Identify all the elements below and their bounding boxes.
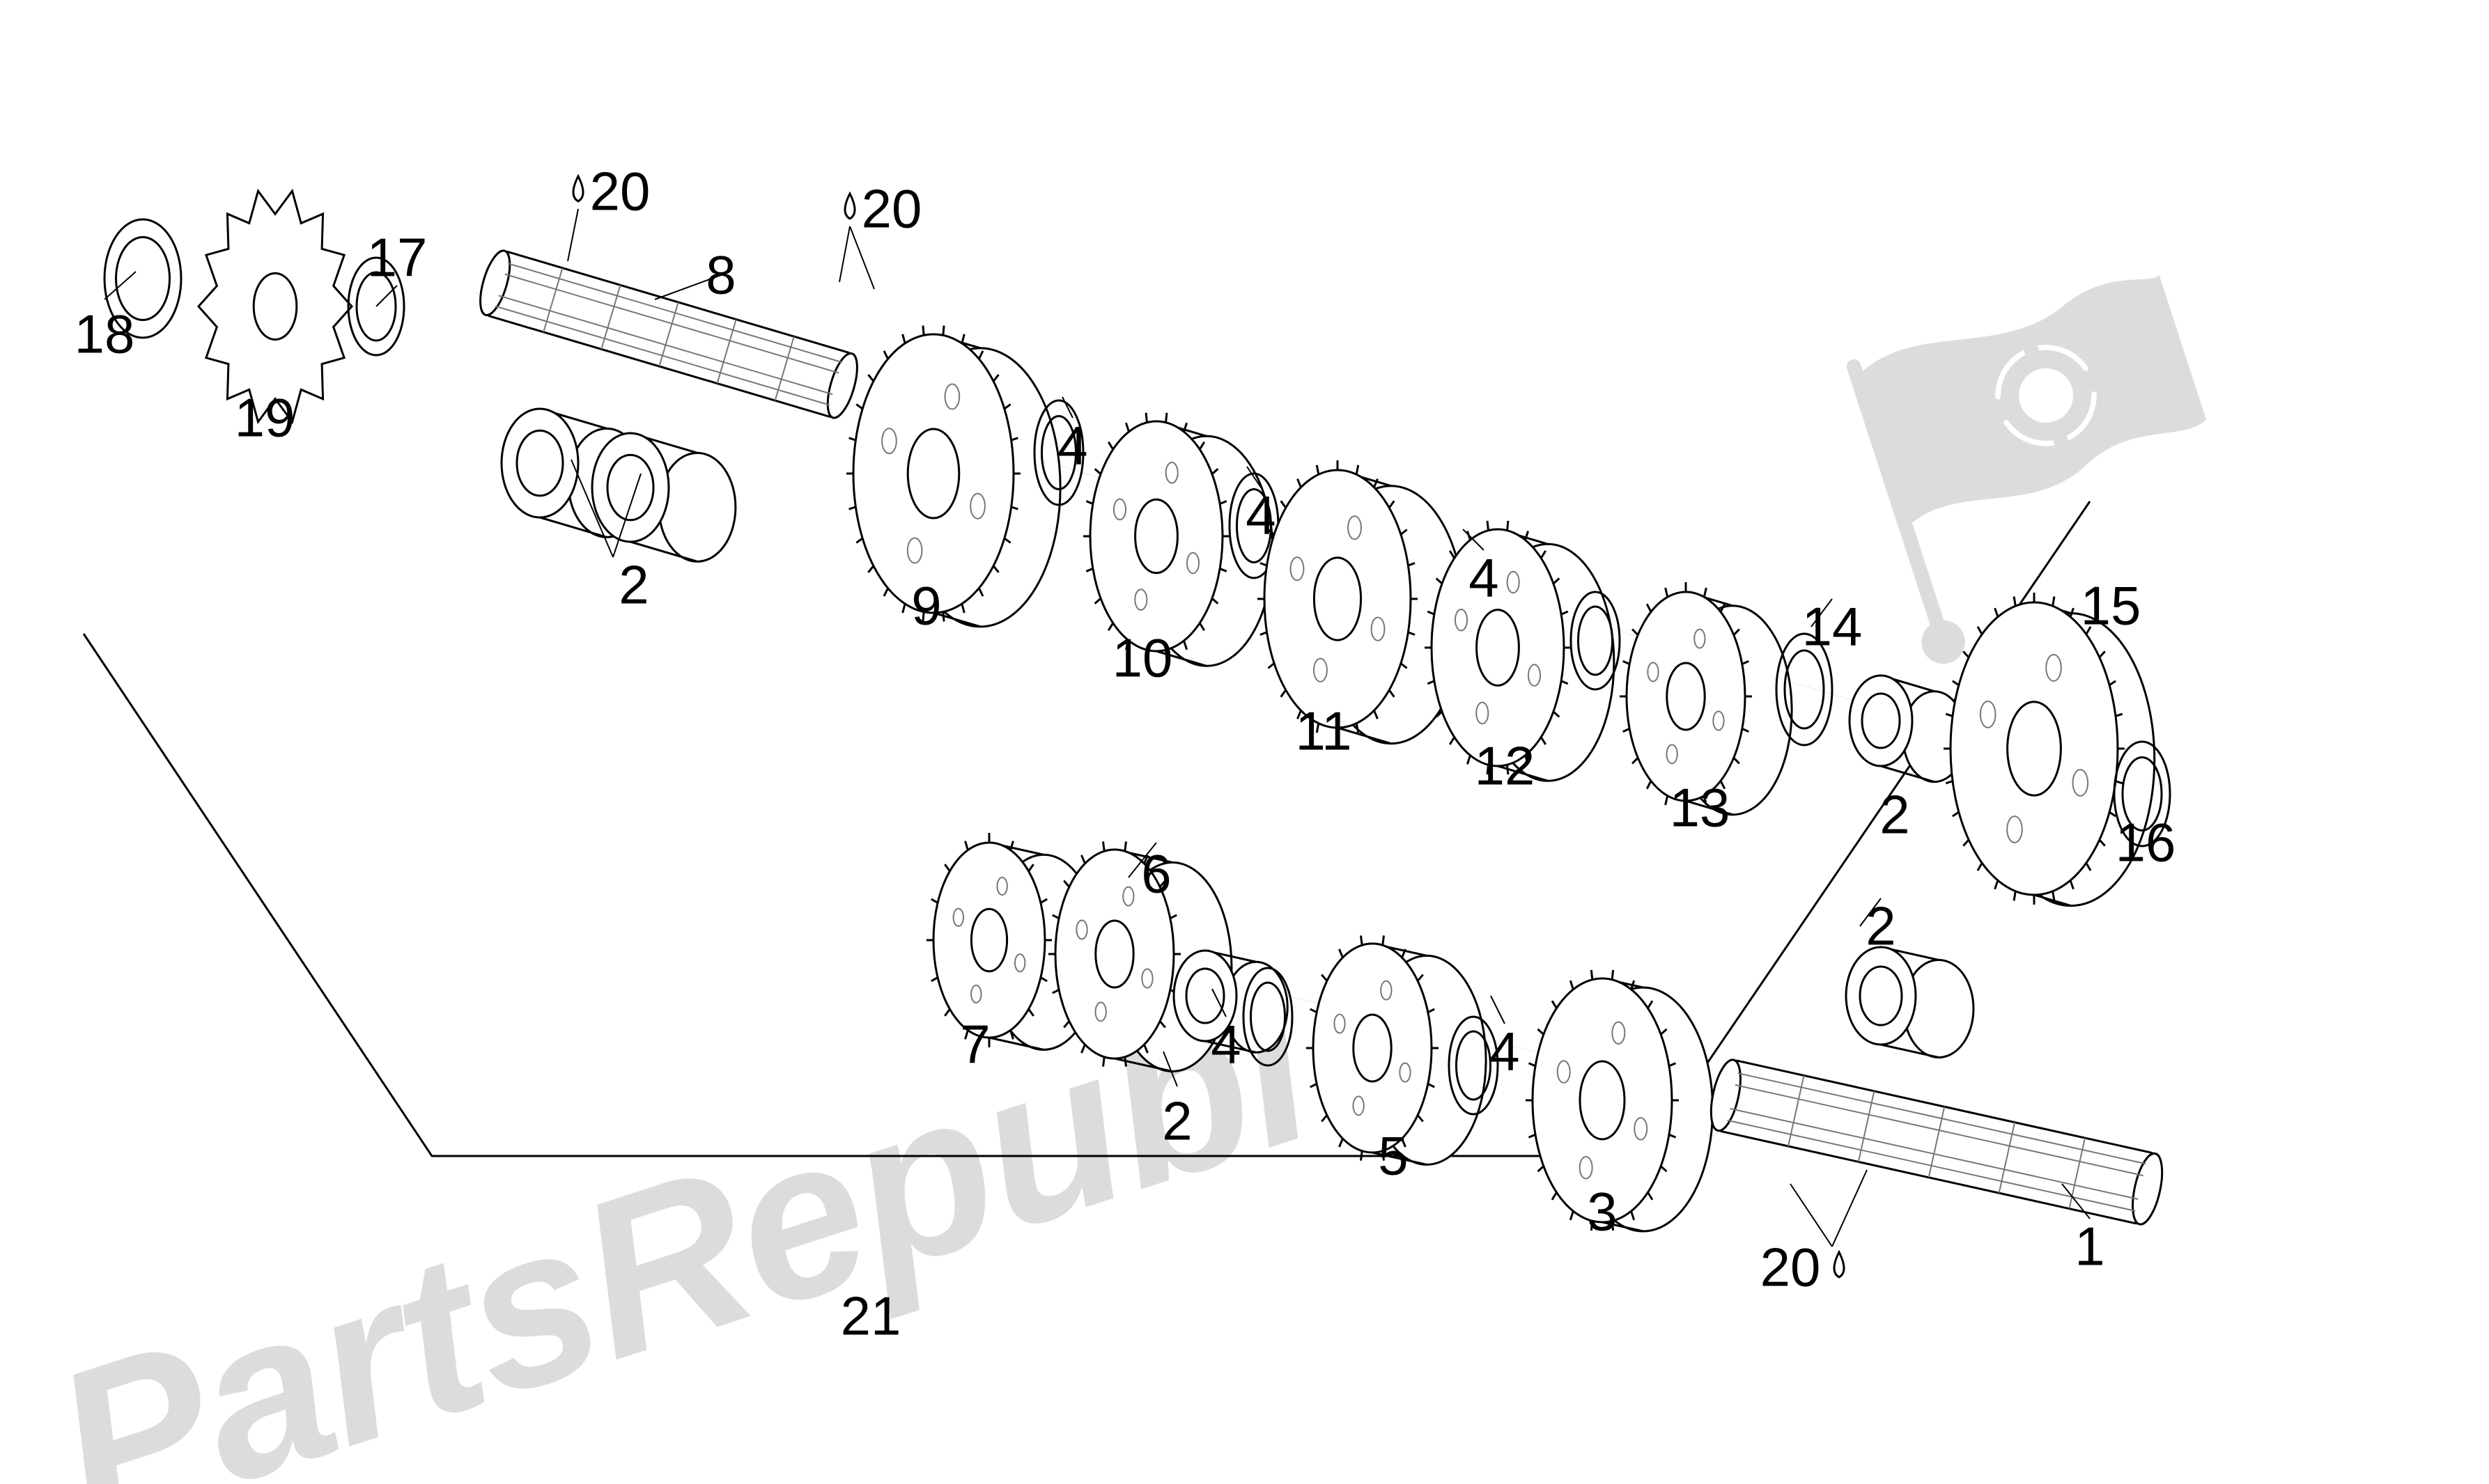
callout-2: 2 [1162,1090,1192,1153]
callout-1: 1 [2075,1215,2104,1279]
lower-shaft-assembly [926,833,2168,1231]
callout-4: 4 [1468,547,1498,610]
callout-13: 13 [1670,776,1730,840]
exploded-view-svg [0,0,2489,1484]
iso-frame [84,501,2090,1156]
callout-16: 16 [2116,811,2176,875]
callout-2: 2 [1866,895,1895,958]
callout-4: 4 [1246,484,1275,547]
diagram-canvas: PartsRepubl [0,0,2489,1484]
callout-4: 4 [1489,1020,1519,1084]
callout-11: 11 [1296,700,1352,763]
callout-15: 15 [2081,575,2141,638]
callout-2: 2 [1879,783,1909,847]
callout-20: 20 [1760,1236,1821,1299]
callout-14: 14 [1802,595,1863,659]
callout-18: 18 [75,303,135,366]
callout-20: 20 [862,178,922,241]
callout-19: 19 [235,386,295,450]
callout-4: 4 [1057,414,1087,478]
callout-20: 20 [590,160,651,224]
callout-21: 21 [841,1285,901,1348]
callout-6: 6 [1141,843,1171,906]
callout-3: 3 [1587,1180,1617,1244]
callout-9: 9 [911,575,941,638]
callout-10: 10 [1112,627,1173,690]
callout-2: 2 [619,554,649,617]
callout-17: 17 [367,226,428,290]
callout-4: 4 [1211,1013,1241,1077]
callout-5: 5 [1378,1125,1408,1188]
callout-7: 7 [960,1013,990,1077]
callout-12: 12 [1475,735,1535,798]
callout-8: 8 [706,244,736,307]
upper-shaft-assembly [104,191,2170,905]
